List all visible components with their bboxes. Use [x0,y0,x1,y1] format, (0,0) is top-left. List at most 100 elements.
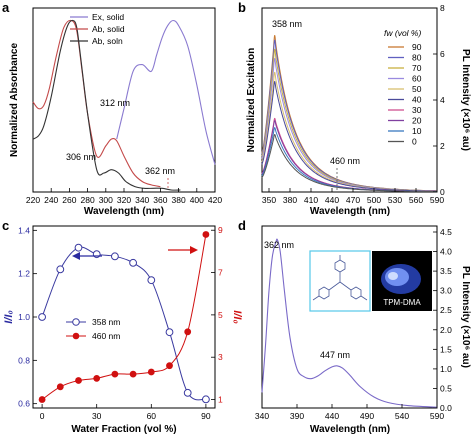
x-axis-b-tick-label: 500 [367,195,381,205]
x-axis-label-a: Wavelength (nm) [84,206,164,217]
inset-molecule [309,250,371,312]
y-axis-left-c-tick-label: 1.2 [18,269,30,279]
y-axis-label-a: Normalized Absorbance [9,43,20,158]
x-axis-d-tick-label: 590 [430,411,444,421]
y-axis-label-right-b: PL Intensity (×10⁶ au) [460,49,471,151]
panel-d: d 340 390 440 490 540 590 0.0 0.5 1.0 1.5 2.0 2.5 3… [238,218,471,435]
data-point-c-1-4 [111,370,119,378]
series-line-b-40 [261,81,437,192]
series-line-a-2 [32,19,181,191]
y-axis-right-d-tick-label: 2.0 [440,325,452,335]
legend-marker-460nm [72,332,80,340]
x-axis-b-tick-label: 440 [325,195,339,205]
x-axis-label-d: Wavelength (nm) [310,424,390,435]
y-axis-left-c-tick-label: 1.0 [18,312,30,322]
y-axis-right-b-tick-label: 8 [440,3,445,13]
x-axis-a-tick-label: 220 [26,195,40,205]
y-ticks-right-d: 0.0 0.5 1.0 1.5 2.0 2.5 3.0 3.5 4.0 4.5 [433,227,452,413]
arrow-to-left-axis [72,252,102,260]
y-axis-right-d-tick-label: 0.5 [440,383,452,393]
y-axis-left-c-tick-label: 0.8 [18,355,30,365]
x-ticks-a: 220 240 260 280 300 320 340 360 380 400 420 [26,188,222,205]
y-ticks-right-b: 0 2 4 6 8 [433,3,445,197]
legend-label-fw-80: 80 [412,53,422,63]
plot-area-c [38,231,210,404]
x-axis-b-tick-label: 380 [283,195,297,205]
legend-label-358nm: 358 nm [92,317,120,327]
data-point-c-1-3 [93,374,101,382]
legend-label-fw-50: 50 [412,84,422,94]
legend-label-fw-30: 30 [412,105,422,115]
legend-label-fw-20: 20 [412,116,422,126]
x-axis-b-tick-label: 560 [409,195,423,205]
y-axis-right-d-tick-label: 3.0 [440,286,452,296]
panel-letter-d: d [238,218,246,233]
data-point-c-1-5 [129,370,137,378]
legend-label-ab-solid: Ab, solid [92,24,125,34]
x-axis-a-tick-label: 420 [208,195,222,205]
x-axis-a-tick-label: 340 [135,195,149,205]
legend-label-fw-0: 0 [412,137,417,147]
y-axis-label-right-c: I/I₀ [231,310,243,324]
x-axis-b-tick-label: 350 [262,195,276,205]
data-point-c-0-9 [202,395,210,404]
legend-label-460nm: 460 nm [92,331,120,341]
annotation-306nm: 306 nm [66,152,96,162]
y-axis-left-c-tick-label: 0.6 [18,399,30,409]
x-axis-a-tick-label: 260 [62,195,76,205]
x-axis-a-tick-label: 240 [44,195,58,205]
panel-a: a 220 240 260 280 300 320 340 360 380 400 420 Wave… [2,0,222,217]
legend-c: 358 nm 460 nm [66,317,120,341]
series-line-b-60 [261,58,437,192]
legend-label-ex-solid: Ex, solid [92,12,124,22]
legend-label-fw-40: 40 [412,95,422,105]
panel-letter-b: b [238,0,246,15]
x-axis-d-tick-label: 440 [325,411,339,421]
legend-marker-358nm [72,318,80,326]
y-axis-right-b-tick-label: 2 [440,141,445,151]
inset-photo: TPM-DMA [372,251,432,311]
data-point-c-0-5 [129,258,138,267]
data-point-c-1-8 [184,328,192,336]
x-axis-a-tick-label: 280 [81,195,95,205]
legend-label-ab-soln: Ab, soln [92,36,123,46]
y-axis-right-c-tick-label: 7 [218,268,223,278]
x-axis-d-tick-label: 490 [360,411,374,421]
data-point-c-0-8 [183,388,192,397]
y-axis-label-right-d: PL Intensity (×10⁶ au) [460,266,471,368]
y-axis-right-d-tick-label: 2.5 [440,305,452,315]
plot-area-b [261,35,438,193]
data-point-c-1-0 [38,396,46,403]
x-axis-b-tick-label: 530 [388,195,402,205]
x-axis-c-tick-label: 30 [92,411,102,421]
data-point-c-1-2 [75,377,82,384]
inset-photo-label: TPM-DMA [383,298,421,307]
annotation-312nm: 312 nm [100,98,130,108]
annotation-447nm: 447 nm [320,350,350,360]
y-axis-right-b-tick-label: 0 [440,187,445,197]
data-point-c-0-2 [74,243,83,252]
x-axis-d-tick-label: 390 [290,411,304,421]
x-axis-b-tick-label: 470 [346,195,360,205]
data-point-c-0-4 [111,252,119,261]
legend-label-fw-90: 90 [412,42,422,52]
legend-label-fw-10: 10 [412,126,422,136]
y-ticks-right-c: 1 3 5 7 9 [211,225,223,405]
plot-area-a [32,19,216,191]
x-axis-c-tick-label: 60 [147,411,157,421]
y-axis-right-d-tick-label: 0.0 [440,403,452,413]
y-axis-right-c-tick-label: 3 [218,352,223,362]
annotation-362nm-d: 362 nm [264,240,294,250]
legend-label-fw-70: 70 [412,63,422,73]
x-axis-label-c: Water Fraction (vol %) [71,424,176,435]
x-axis-b-tick-label: 590 [430,195,444,205]
x-axis-d-tick-label: 540 [395,411,409,421]
x-axis-b-tick-label: 410 [304,195,318,205]
series-line-a-0 [116,19,216,165]
annotation-460nm: 460 nm [330,156,360,166]
y-axis-right-d-tick-label: 4.5 [440,227,452,237]
panel-c: c 0 30 60 90 0.6 0.8 1.0 1.2 1.4 1 3 5 7 9 Water Fr… [2,218,243,435]
y-axis-left-c-tick-label: 1.4 [18,225,30,235]
